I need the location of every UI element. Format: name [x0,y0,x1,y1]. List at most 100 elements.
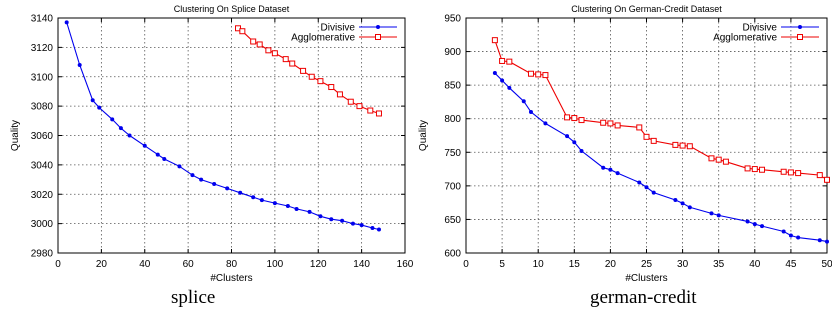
x-tick-label: 140 [353,259,370,270]
data-point-divisive [199,177,204,182]
y-tick-label: 800 [444,114,461,125]
x-tick-label: 160 [397,259,414,270]
data-point-agglomerative [759,166,766,173]
data-point-agglomerative [289,60,296,67]
legend-marker-divisive [376,25,380,29]
y-tick-label: 3140 [31,14,54,25]
data-point-divisive [155,152,160,157]
y-tick-label: 3060 [31,131,54,142]
y-tick-label: 700 [444,181,461,192]
data-point-divisive [760,224,765,229]
data-point-agglomerative [744,165,751,172]
data-point-agglomerative [650,137,657,144]
y-tick-label: 750 [444,148,461,159]
data-point-divisive [272,201,277,206]
y-tick-label: 2980 [31,249,54,260]
data-point-agglomerative [336,91,343,98]
data-point-divisive [370,226,375,231]
legend-label-divisive: Divisive [321,23,356,34]
data-point-agglomerative [271,50,278,57]
x-tick-label: 5 [499,259,505,270]
data-point-divisive [177,164,182,169]
x-tick-label: 45 [785,259,797,270]
data-point-agglomerative [367,107,374,114]
data-point-divisive [716,213,721,218]
data-point-divisive [359,223,364,228]
data-point-agglomerative [816,172,823,179]
data-point-divisive [781,229,786,234]
data-point-divisive [294,206,299,211]
data-point-agglomerative [780,168,787,175]
x-tick-label: 15 [569,259,581,270]
data-point-divisive [565,134,570,139]
data-point-agglomerative [795,170,802,177]
data-point-agglomerative [499,57,506,64]
data-point-divisive [251,195,256,200]
data-point-agglomerative [578,117,585,124]
data-point-divisive [651,190,656,195]
data-point-divisive [528,110,533,114]
x-tick-label: 50 [821,259,832,270]
data-point-divisive [225,186,230,191]
data-point-agglomerative [600,119,607,126]
x-tick-label: 100 [267,259,284,270]
data-point-agglomerative [317,78,324,85]
data-point-divisive [752,222,757,227]
data-point-divisive [77,63,82,67]
data-point-agglomerative [239,28,246,35]
data-point-divisive [637,180,642,185]
data-point-agglomerative [535,71,542,78]
data-point-divisive [64,20,69,25]
x-tick-label: 0 [463,259,469,270]
data-point-divisive [190,173,195,178]
data-point-divisive [285,204,290,208]
caption-splice: splice [171,287,216,308]
data-point-agglomerative [300,67,307,74]
y-tick-label: 650 [444,215,461,226]
y-tick-label: 3020 [31,190,54,201]
x-tick-label: 30 [677,259,689,270]
data-point-agglomerative [571,115,578,122]
data-point-divisive [615,171,620,176]
data-point-agglomerative [715,156,722,163]
y-tick-label: 600 [444,249,461,260]
data-point-agglomerative [542,72,549,79]
x-tick-label: 80 [226,259,238,270]
data-point-agglomerative [614,122,621,129]
data-point-divisive [680,201,685,206]
y-tick-label: 950 [444,14,461,25]
data-point-divisive [90,98,95,103]
data-point-divisive [110,117,115,122]
x-axis-label: #Clusters [210,273,252,284]
data-point-agglomerative [824,176,830,183]
x-tick-label: 120 [310,259,327,270]
y-tick-label: 3040 [31,160,54,171]
data-point-agglomerative [686,143,693,150]
legend-label-agglomerative: Agglomerative [291,33,355,44]
data-point-agglomerative [375,110,382,117]
data-point-divisive [307,209,312,214]
data-point-divisive [142,143,147,148]
data-point-divisive [507,85,512,90]
data-point-agglomerative [491,37,498,44]
data-point-agglomerative [722,158,729,165]
data-point-agglomerative [250,38,257,45]
x-tick-label: 40 [139,259,151,270]
data-point-agglomerative [643,133,650,140]
data-point-divisive [259,198,264,203]
data-point-divisive [521,99,526,104]
data-point-divisive [673,197,678,202]
chart-title: Clustering On Splice Dataset [174,4,290,14]
data-point-divisive [212,181,217,186]
data-point-agglomerative [672,141,679,148]
x-tick-label: 20 [96,259,108,270]
data-point-agglomerative [679,142,686,149]
data-point-agglomerative [708,155,715,162]
data-point-agglomerative [265,47,272,54]
data-point-divisive [127,133,132,138]
x-tick-label: 35 [713,259,725,270]
data-point-divisive [340,218,345,223]
data-point-agglomerative [347,98,354,105]
